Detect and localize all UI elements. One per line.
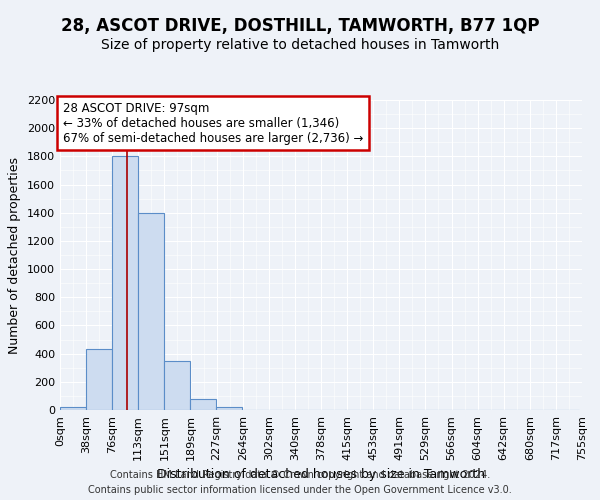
Text: Contains public sector information licensed under the Open Government Licence v3: Contains public sector information licen… <box>88 485 512 495</box>
Bar <box>60 407 86 410</box>
Bar <box>86 350 112 410</box>
Text: 28, ASCOT DRIVE, DOSTHILL, TAMWORTH, B77 1QP: 28, ASCOT DRIVE, DOSTHILL, TAMWORTH, B77… <box>61 18 539 36</box>
Text: Contains HM Land Registry data © Crown copyright and database right 2024.: Contains HM Land Registry data © Crown c… <box>110 470 490 480</box>
Bar <box>190 398 216 410</box>
Text: 28 ASCOT DRIVE: 97sqm
← 33% of detached houses are smaller (1,346)
67% of semi-d: 28 ASCOT DRIVE: 97sqm ← 33% of detached … <box>62 102 363 144</box>
Bar <box>112 156 139 410</box>
Bar <box>137 212 164 410</box>
Bar <box>164 360 190 410</box>
Y-axis label: Number of detached properties: Number of detached properties <box>8 156 22 354</box>
X-axis label: Distribution of detached houses by size in Tamworth: Distribution of detached houses by size … <box>157 468 485 481</box>
Bar <box>216 407 242 410</box>
Text: Size of property relative to detached houses in Tamworth: Size of property relative to detached ho… <box>101 38 499 52</box>
